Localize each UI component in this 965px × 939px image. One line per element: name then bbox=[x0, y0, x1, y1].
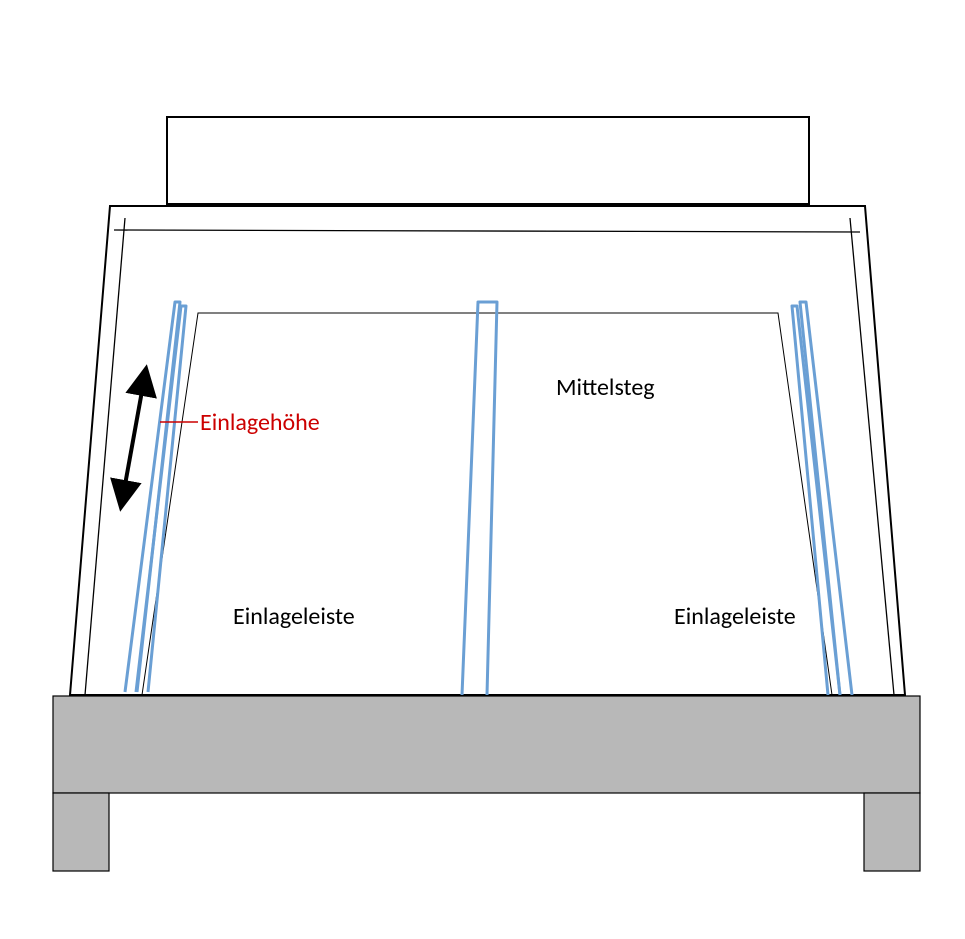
footboard bbox=[53, 696, 920, 793]
label-mittelsteg: Mittelsteg bbox=[556, 373, 655, 402]
leg-left bbox=[53, 793, 109, 871]
leg-right bbox=[864, 793, 920, 871]
label-einlagehoehe: Einlagehöhe bbox=[200, 408, 320, 437]
headboard bbox=[167, 117, 809, 204]
label-einlageleiste_left: Einlageleiste bbox=[233, 602, 355, 631]
label-einlageleiste_right: Einlageleiste bbox=[674, 602, 796, 631]
